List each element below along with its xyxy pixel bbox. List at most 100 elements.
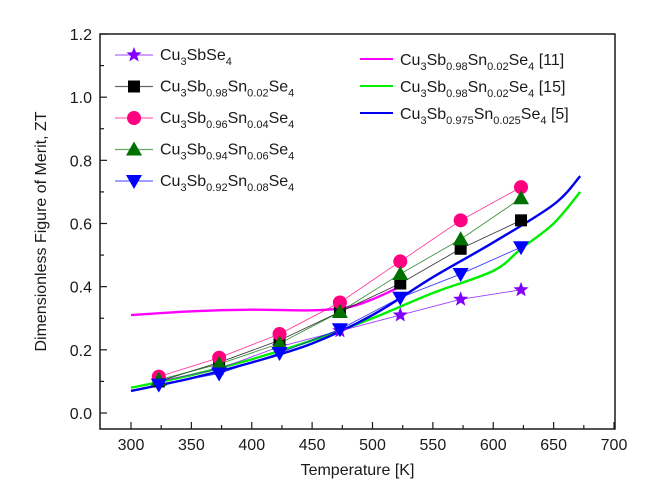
y-tick-label: 0.6: [70, 217, 92, 234]
legend-item-reference: Cu3Sb0.98Sn0.02Se4 [15]: [360, 79, 565, 100]
legend-text-part: Sn: [228, 79, 248, 96]
legend-subscript: 0.025: [493, 115, 521, 127]
data-point-triangle-down: [331, 323, 348, 338]
x-tick-label: 300: [118, 437, 145, 454]
legend-item: Cu3Sb0.92Sn0.08Se4: [115, 173, 294, 194]
legend-text-part: [5]: [547, 106, 569, 123]
x-axis-title: Temperature [K]: [301, 462, 415, 479]
y-tick-label: 0.4: [70, 280, 92, 297]
x-axis: 300 350 400 450 500 550 600 650 700: [118, 422, 627, 454]
data-point-triangle-up: [452, 231, 469, 246]
legend-text-part: Cu: [400, 106, 420, 123]
legend-subscript: 4: [226, 56, 232, 68]
series-triangle-down: [150, 241, 530, 393]
legend-item: Cu3Sb0.96Sn0.04Se4: [115, 110, 294, 131]
data-point-triangle-up: [392, 266, 409, 281]
data-point-square: [454, 242, 467, 255]
legend-text-part: Sn: [468, 52, 488, 69]
data-point-star: [453, 291, 469, 306]
legend-marker-triangle-up: [126, 141, 142, 156]
data-point-circle: [393, 254, 408, 269]
legend-subscript: 4: [288, 182, 294, 194]
legend-text-part: Sb: [427, 79, 447, 96]
legend-subscript: 4: [288, 119, 294, 131]
legend-item-reference: Cu3Sb0.975Sn0.025Se4 [5]: [360, 106, 569, 127]
legend-subscript: 0.96: [206, 119, 227, 131]
legend-subscript: 4: [540, 115, 546, 127]
data-point-star: [513, 281, 529, 297]
y-tick-label: 0.8: [70, 153, 92, 170]
legend-text-part: Cu: [160, 47, 180, 64]
series-triangle-up: [150, 190, 530, 386]
data-point-triangle-down: [452, 268, 469, 283]
data-point-circle: [272, 327, 287, 342]
series-line: [158, 197, 522, 381]
legend-text-part: Sb: [187, 142, 207, 159]
legend-text-part: Sn: [468, 79, 488, 96]
legend-label: Cu3Sb0.92Sn0.08Se4: [160, 173, 294, 194]
legend-marker-circle: [127, 111, 141, 125]
data-point-triangle-down: [271, 346, 288, 361]
legend-label: Cu3Sb0.96Sn0.04Se4: [160, 110, 294, 131]
legend-subscript: 0.06: [247, 151, 268, 163]
legend-text-part: Se: [269, 142, 289, 159]
data-point-square: [515, 214, 528, 227]
legend-subscript: 3: [180, 56, 186, 68]
data-point-triangle-down: [392, 291, 409, 306]
legend-text-part: Se: [521, 106, 541, 123]
legend-label: Cu3Sb0.98Sn0.02Se4 [15]: [400, 79, 565, 100]
legend-subscript: 3: [180, 119, 186, 131]
data-point-triangle-down: [513, 241, 530, 256]
data-point-star: [392, 307, 408, 322]
legend-subscript: 3: [180, 151, 186, 163]
data-point-triangle-down: [150, 378, 167, 393]
legend-subscript: 3: [180, 88, 186, 100]
reference-curve-0: [130, 285, 401, 317]
legend-item: Cu3SbSe4: [115, 47, 232, 68]
legend-text-part: Sn: [228, 110, 248, 127]
legend-text-part: SbSe: [187, 47, 226, 64]
legend-subscript: 4: [288, 151, 294, 163]
legend-text-part: Se: [269, 110, 289, 127]
data-point-triangle-up: [513, 190, 530, 205]
legend-subscript: 3: [420, 115, 426, 127]
data-point-square: [394, 277, 407, 290]
legend-subscript: 0.92: [206, 182, 227, 194]
legend-subscript: 0.08: [247, 182, 268, 194]
y-tick-label: 1.2: [70, 27, 92, 44]
legend-text-part: Sn: [228, 142, 248, 159]
legend-text-part: Sn: [228, 173, 248, 190]
legend-text-part: Cu: [160, 110, 180, 127]
data-point-triangle-up: [271, 335, 288, 350]
reference-curves: [130, 175, 582, 393]
legend-label: Cu3Sb0.94Sn0.06Se4: [160, 142, 294, 163]
legend-subscript: 0.02: [487, 88, 508, 100]
legend-item: Cu3Sb0.98Sn0.02Se4: [115, 79, 294, 100]
x-tick-label: 450: [299, 437, 326, 454]
legend-text-part: Sb: [187, 79, 207, 96]
y-axis: 0.0 0.2 0.4 0.6 0.8 1.0 1.2: [70, 27, 107, 423]
x-tick-label: 500: [359, 437, 386, 454]
legend-text-part: Se: [269, 173, 289, 190]
data-point-circle: [453, 213, 468, 228]
legend-marker-square: [128, 80, 140, 93]
legend-subscript: 3: [180, 182, 186, 194]
x-tick-label: 400: [238, 437, 265, 454]
legend-item: Cu3Sb0.94Sn0.06Se4: [115, 141, 294, 163]
data-point-circle: [332, 295, 347, 310]
plot-frame: [99, 33, 616, 430]
legend-subscript: 0.02: [247, 88, 268, 100]
legend-label: Cu3Sb0.98Sn0.02Se4: [160, 79, 294, 100]
legend-subscript: 4: [528, 61, 534, 73]
reference-curve-2: [130, 175, 582, 393]
legend-subscript: 0.02: [487, 61, 508, 73]
legend-subscript: 0.04: [247, 119, 268, 131]
legend-subscript: 0.98: [206, 88, 227, 100]
data-point-triangle-up: [211, 356, 228, 371]
legend-subscript: 0.98: [446, 88, 467, 100]
y-tick-label: 0.2: [70, 343, 92, 360]
legend-text-part: Se: [509, 79, 529, 96]
legend-text-part: [11]: [534, 52, 564, 69]
legend-marker-star: [126, 47, 142, 62]
